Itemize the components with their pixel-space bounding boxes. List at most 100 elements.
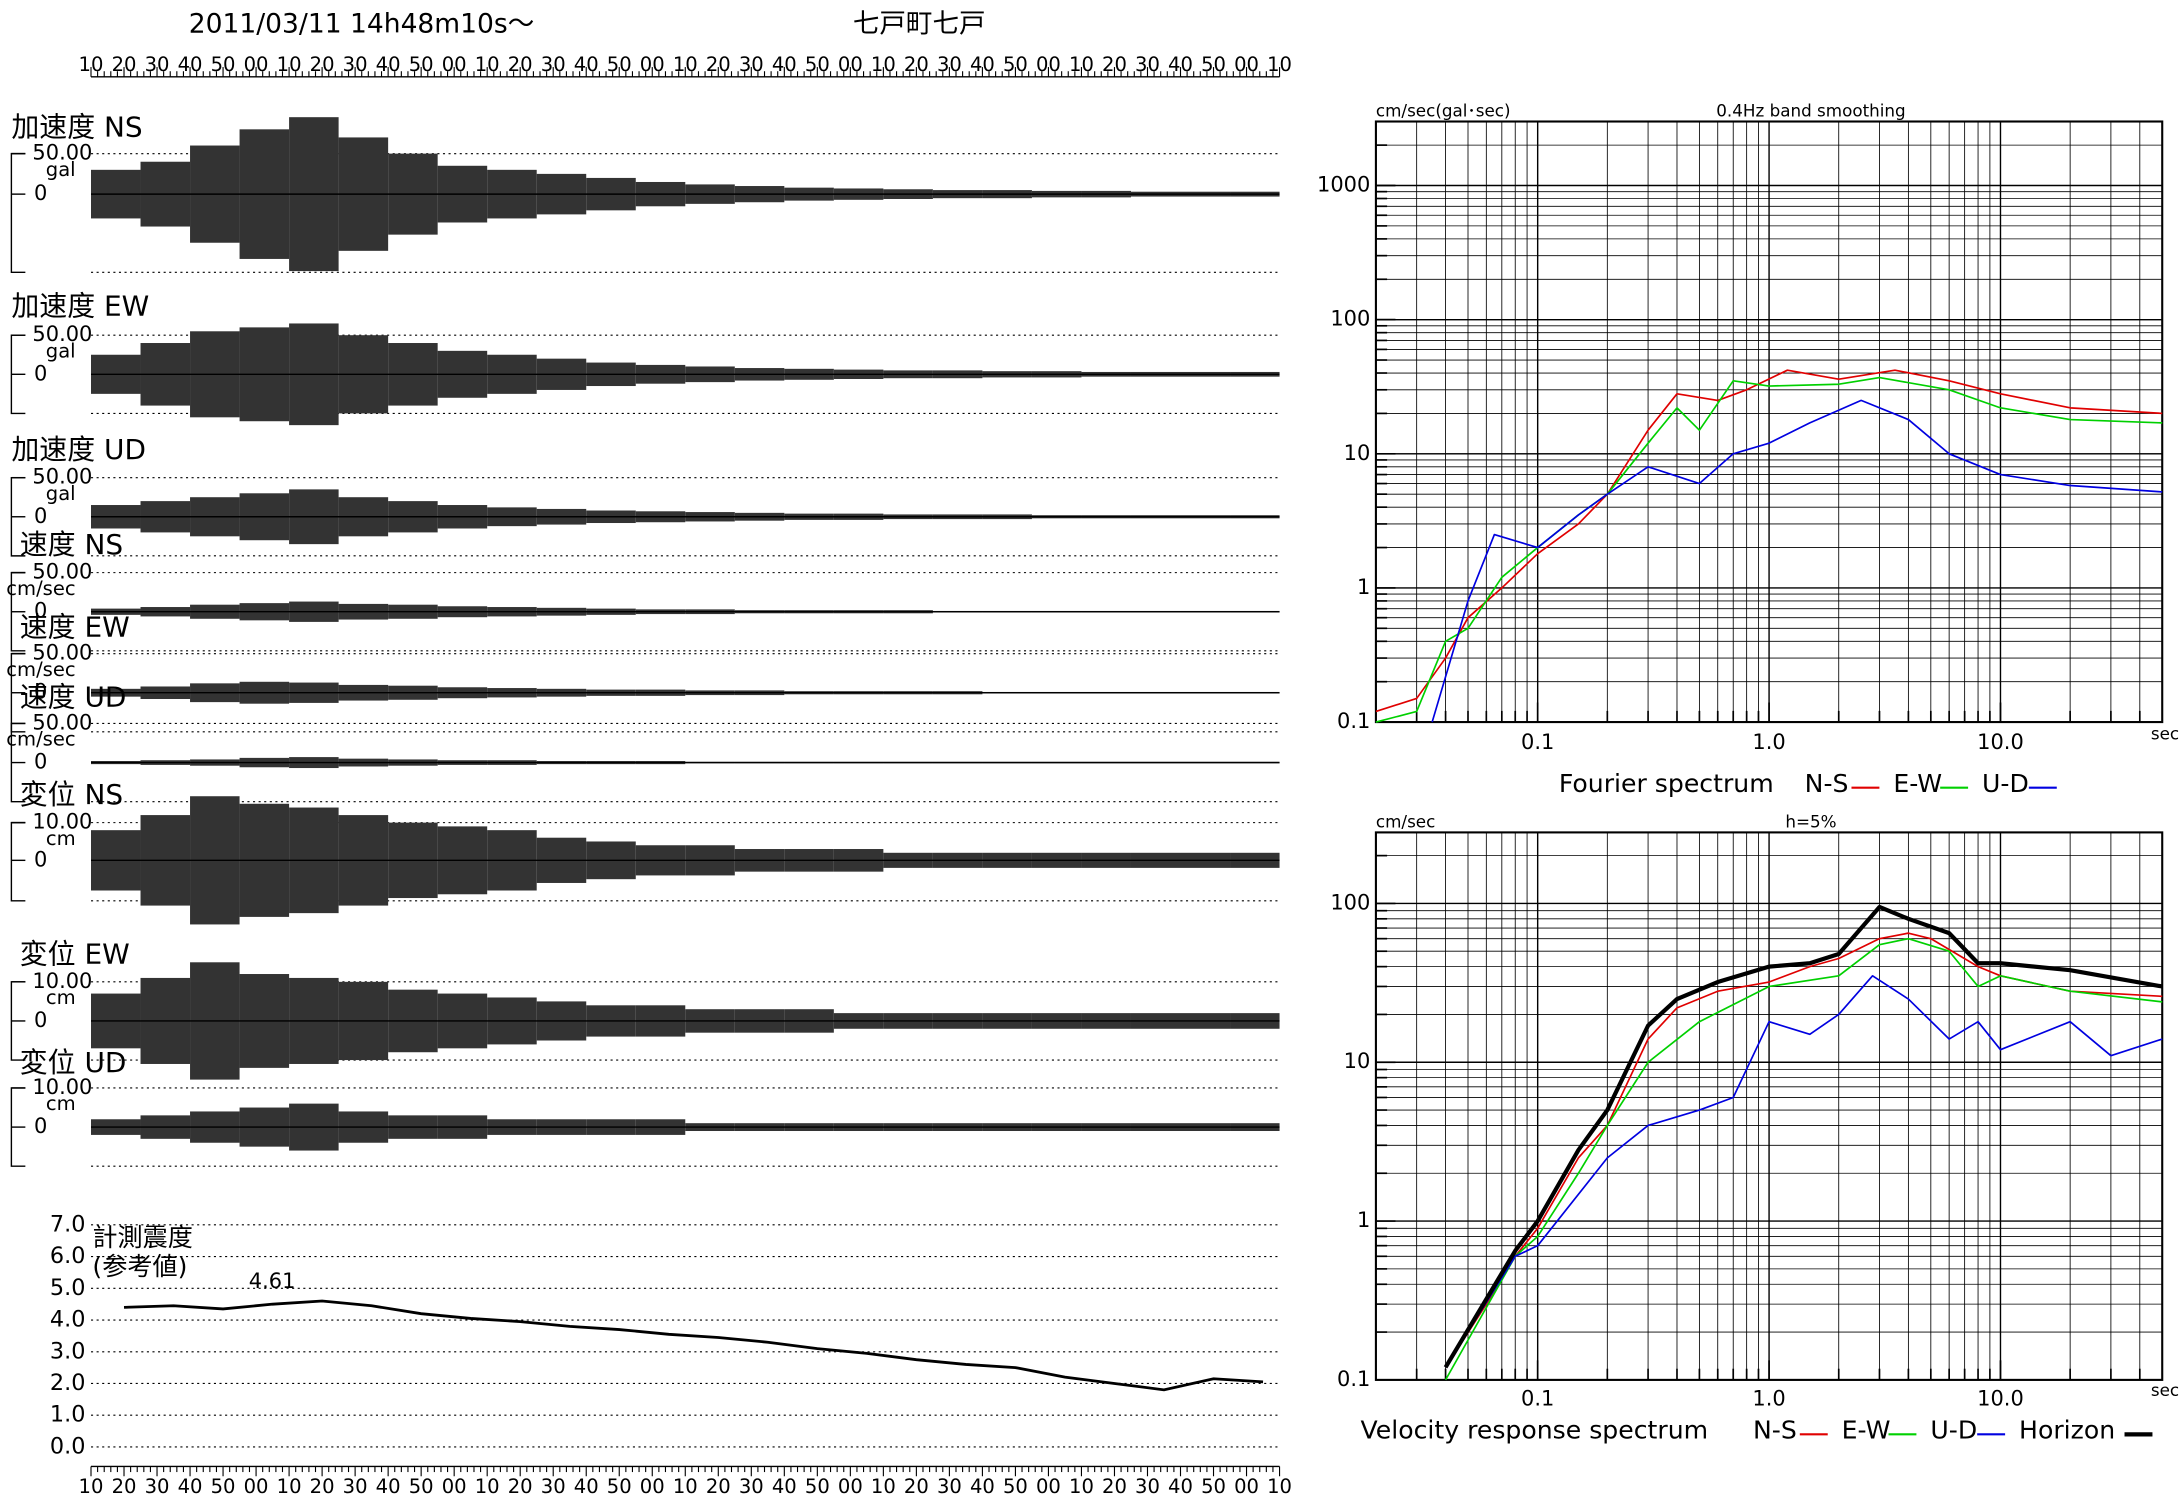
scale-label: 50.00 xyxy=(32,710,92,734)
panel-bracket xyxy=(10,152,26,274)
intensity-tick-label: 2.0 xyxy=(50,1370,86,1396)
time-label: 40 xyxy=(772,1475,797,1498)
time-label: 20 xyxy=(706,53,731,76)
intensity-tick-label: 6.0 xyxy=(50,1243,86,1269)
panel-label: 速度 UD xyxy=(20,680,127,713)
intensity-tick-label: 3.0 xyxy=(50,1338,86,1364)
time-label: 40 xyxy=(772,53,797,76)
intensity-tick-label: 7.0 xyxy=(50,1211,86,1237)
zero-label: 0 xyxy=(34,750,47,774)
x-tick-label: 0.1 xyxy=(1521,1386,1554,1410)
x-tick-label: 1.0 xyxy=(1752,1386,1785,1410)
unit-label: cm xyxy=(46,1092,76,1115)
time-label: 10 xyxy=(277,1475,302,1498)
time-label: 00 xyxy=(640,1475,665,1498)
intensity-tick-label: 4.0 xyxy=(50,1307,86,1333)
legend-title: Velocity response spectrum xyxy=(1361,1416,1709,1445)
time-label: 30 xyxy=(739,53,764,76)
legend-label: Horizon xyxy=(2019,1416,2115,1445)
legend-label: E-W xyxy=(1842,1416,1891,1445)
time-label: 30 xyxy=(1135,53,1160,76)
time-label: 40 xyxy=(1168,1475,1193,1498)
spectrum-line xyxy=(1444,937,2163,1381)
scale-label: 50.00 xyxy=(32,322,92,346)
panel-label: 変位 UD xyxy=(20,1046,127,1079)
time-label: 10 xyxy=(871,53,896,76)
intensity-tick-label: 1.0 xyxy=(50,1402,86,1428)
scale-label: 50.00 xyxy=(32,465,92,489)
time-label: 40 xyxy=(178,53,203,76)
time-label: 20 xyxy=(904,53,929,76)
intensity-tick-label: 0.0 xyxy=(50,1433,86,1459)
time-label: 00 xyxy=(1234,53,1259,76)
time-label: 20 xyxy=(508,1475,533,1498)
scale-label: 50.00 xyxy=(32,641,92,665)
panel-label: 加速度 EW xyxy=(11,289,149,322)
unit-label: cm xyxy=(46,986,76,1009)
time-label: 30 xyxy=(937,1475,962,1498)
zero-label: 0 xyxy=(34,1114,47,1138)
legend-label: N-S xyxy=(1805,769,1849,798)
panel-label: 速度 EW xyxy=(20,610,130,643)
time-label: 30 xyxy=(343,53,368,76)
unit-label: cm/sec xyxy=(6,728,75,751)
time-label: 20 xyxy=(310,1475,335,1498)
time-label: 10 xyxy=(673,53,698,76)
time-label: 30 xyxy=(541,1475,566,1498)
time-label: 00 xyxy=(838,1475,863,1498)
unit-label: cm xyxy=(46,827,76,850)
time-label: 50 xyxy=(805,53,830,76)
time-label: 50 xyxy=(409,1475,434,1498)
time-label: 00 xyxy=(244,53,269,76)
time-label: 40 xyxy=(376,1475,401,1498)
time-label: 50 xyxy=(211,53,236,76)
time-label: 20 xyxy=(310,53,335,76)
intensity-tick-label: 5.0 xyxy=(50,1275,86,1301)
time-label: 50 xyxy=(1003,1475,1028,1498)
time-label: 00 xyxy=(1234,1475,1259,1498)
unit-label: gal xyxy=(46,339,76,362)
record-date: 2011/03/11 14h48m10s～ xyxy=(189,9,534,40)
time-label: 10 xyxy=(79,53,104,76)
time-label: 10 xyxy=(871,1475,896,1498)
time-label: 40 xyxy=(574,53,599,76)
zero-label: 0 xyxy=(34,181,47,205)
legend-title: Fourier spectrum xyxy=(1559,769,1774,798)
unit-label: cm/sec xyxy=(6,658,75,681)
spectrum-line xyxy=(1444,974,2163,1368)
time-label: 30 xyxy=(1135,1475,1160,1498)
scale-label: 10.00 xyxy=(32,969,92,993)
time-label: 20 xyxy=(706,1475,731,1498)
spectrum-line xyxy=(1443,904,2163,1369)
intensity-subtitle: (参考値) xyxy=(92,1252,187,1281)
time-label: 50 xyxy=(607,1475,632,1498)
zero-label: 0 xyxy=(34,680,47,704)
zero-label: 0 xyxy=(34,599,47,623)
time-label: 30 xyxy=(937,53,962,76)
legend-label: U-D xyxy=(1982,769,2029,798)
scale-label: 10.00 xyxy=(32,1075,92,1099)
time-label: 10 xyxy=(1069,1475,1094,1498)
time-label: 50 xyxy=(409,53,434,76)
scale-label: 10.00 xyxy=(32,810,92,834)
y-axis-label: cm/sec(gal･sec) xyxy=(1376,101,1511,121)
time-label: 20 xyxy=(1102,1475,1127,1498)
y-tick-label: 0.1 xyxy=(1337,709,1370,733)
unit-label: gal xyxy=(46,482,76,505)
zero-label: 0 xyxy=(34,504,47,528)
panel-label: 加速度 NS xyxy=(11,110,142,143)
panel-label: 加速度 UD xyxy=(11,433,146,466)
time-label: 10 xyxy=(79,1475,104,1498)
time-label: 40 xyxy=(970,53,995,76)
time-label: 30 xyxy=(739,1475,764,1498)
legend-label: N-S xyxy=(1753,1416,1797,1445)
time-label: 40 xyxy=(970,1475,995,1498)
time-label: 10 xyxy=(1267,1475,1292,1498)
legend-label: E-W xyxy=(1893,769,1942,798)
y-tick-label: 1 xyxy=(1357,575,1370,599)
panel-label: 速度 NS xyxy=(20,528,123,561)
scale-label: 50.00 xyxy=(32,560,92,584)
time-label: 40 xyxy=(178,1475,203,1498)
time-label: 10 xyxy=(277,53,302,76)
unit-label: cm/sec xyxy=(6,577,75,600)
